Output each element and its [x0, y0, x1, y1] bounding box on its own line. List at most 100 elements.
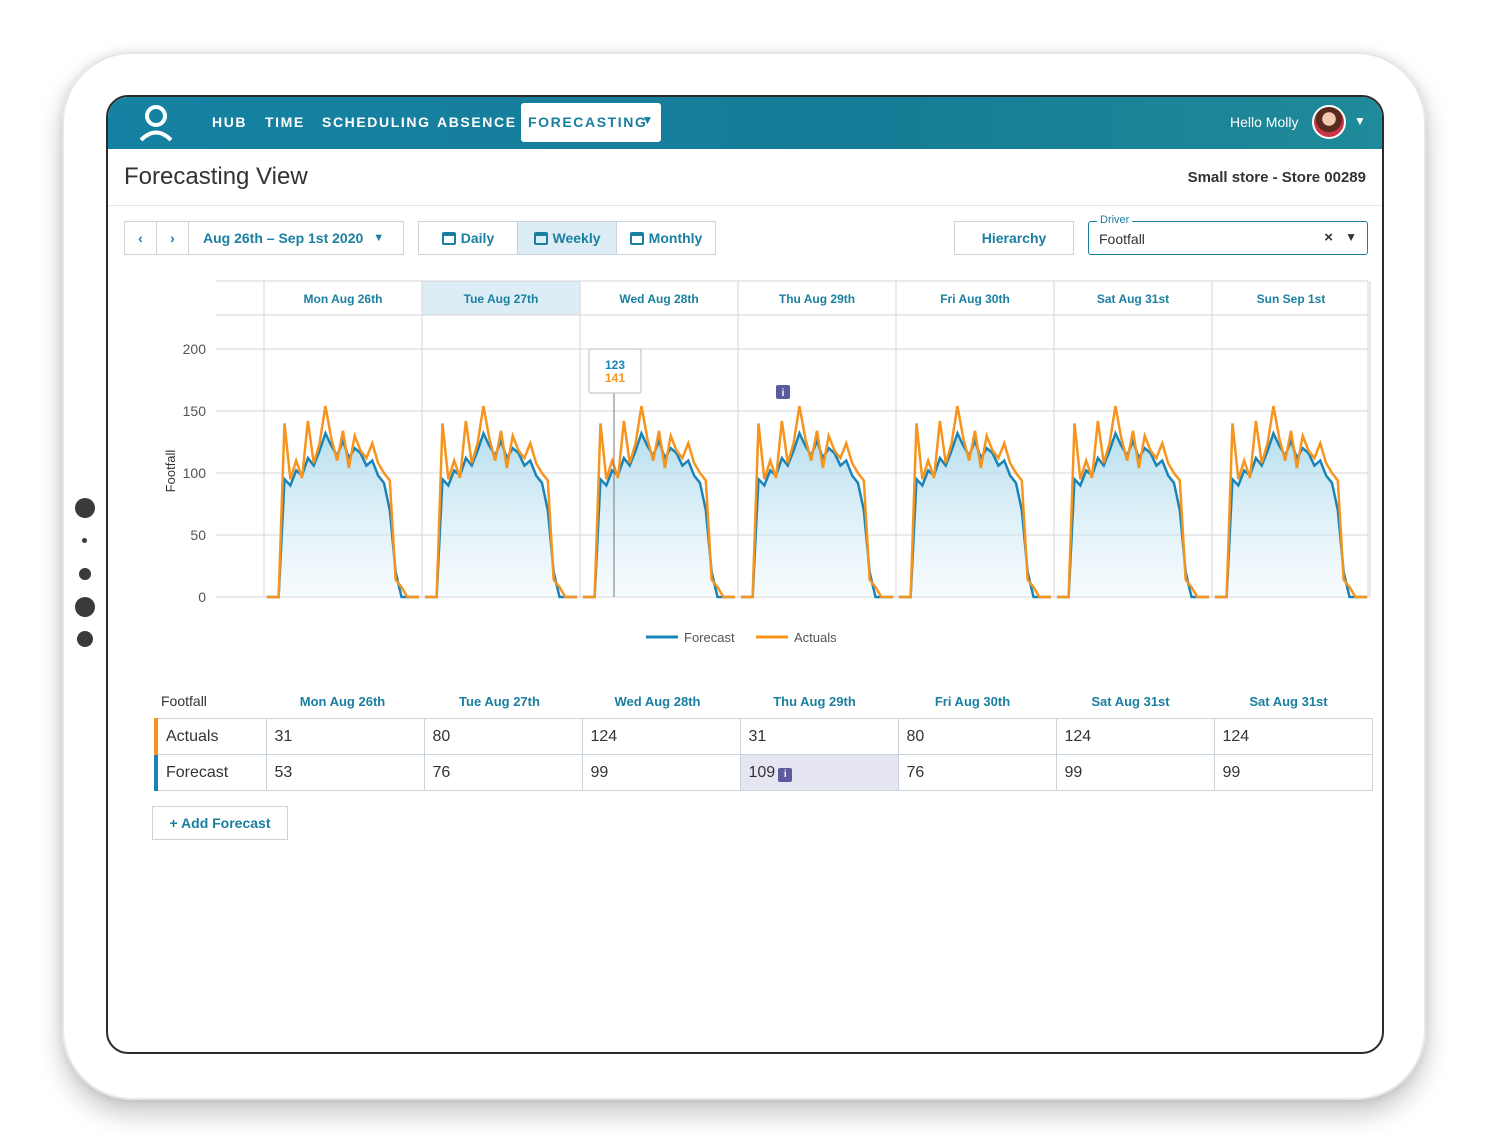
nav-time[interactable]: TIME: [265, 114, 305, 130]
cell-value: 109: [748, 763, 776, 781]
daily-view-button[interactable]: Daily: [418, 221, 518, 255]
date-range-select[interactable]: Aug 26th – Sep 1st 2020 ▼: [188, 221, 404, 255]
clear-icon[interactable]: ×: [1324, 229, 1333, 246]
table-cell[interactable]: 109 i: [739, 754, 899, 791]
add-forecast-button[interactable]: + Add Forecast: [152, 806, 288, 840]
nav-hub[interactable]: HUB: [212, 114, 248, 130]
actuals-line: [266, 405, 420, 599]
calendar-icon: [441, 231, 456, 245]
top-navigation: HUB TIME SCHEDULING ABSENCE FORECASTING …: [108, 97, 1382, 149]
table-column-header: Sat Aug 31st: [1091, 694, 1170, 709]
tablet-sensor: [82, 538, 87, 543]
tablet-sensor: [79, 568, 91, 580]
tablet-sensor: [75, 597, 95, 617]
next-week-button[interactable]: ›: [156, 221, 189, 255]
chevron-down-icon: ▼: [641, 113, 655, 127]
hierarchy-button[interactable]: Hierarchy: [954, 221, 1074, 255]
table-cell[interactable]: 80: [423, 718, 583, 755]
day-header[interactable]: Tue Aug 27th: [464, 292, 539, 306]
nav-forecasting[interactable]: FORECASTING ▼: [521, 103, 661, 142]
daily-label: Daily: [460, 230, 495, 246]
tablet-sensor: [77, 631, 93, 647]
table-cell[interactable]: 76: [897, 754, 1057, 791]
calendar-grid-icon: [629, 231, 644, 245]
chevron-down-icon[interactable]: ▼: [1354, 114, 1366, 128]
weekly-view-button[interactable]: Weekly: [517, 221, 617, 255]
table-cell[interactable]: 99: [1213, 754, 1373, 791]
actuals-line: [424, 405, 578, 599]
y-axis-label: Footfall: [163, 450, 178, 493]
y-tick-label: 50: [190, 527, 206, 543]
driver-value: Footfall: [1099, 231, 1145, 247]
day-header[interactable]: Thu Aug 29th: [779, 292, 855, 306]
y-tick-label: 100: [183, 465, 207, 481]
driver-select[interactable]: Driver Footfall × ▼: [1088, 214, 1368, 255]
info-icon[interactable]: i: [778, 767, 793, 782]
forecast-table: Actuals 31 80 124 31 80 124 124 Forecast 53 76 99 10…: [154, 718, 1373, 791]
footfall-chart: Mon Aug 26th Tue Aug 27th Wed Aug 28th Thu …: [163, 280, 1371, 645]
tablet-camera: [75, 498, 95, 518]
table-cell[interactable]: 99: [1055, 754, 1215, 791]
legend-actuals-label[interactable]: Actuals: [794, 630, 837, 645]
table-cell[interactable]: 31: [265, 718, 425, 755]
forecast-area: [266, 433, 420, 597]
nav-scheduling[interactable]: SCHEDULING: [322, 114, 431, 130]
calendar-icon: [533, 231, 548, 245]
table-column-header: Fri Aug 30th: [934, 694, 1011, 709]
hierarchy-label: Hierarchy: [981, 230, 1047, 246]
table-cell[interactable]: 76: [423, 754, 583, 791]
forecast-area: [582, 433, 736, 597]
table-cell[interactable]: 124: [581, 718, 741, 755]
y-tick-label: 150: [183, 403, 207, 419]
prev-week-button[interactable]: ‹: [124, 221, 157, 255]
tooltip-forecast-value: 123: [605, 358, 625, 372]
info-icon[interactable]: [776, 385, 790, 399]
day-header[interactable]: Mon Aug 26th: [304, 292, 383, 306]
nav-forecasting-label: FORECASTING: [528, 114, 648, 130]
date-range-label: Aug 26th – Sep 1st 2020: [203, 230, 364, 246]
table-column-header: Wed Aug 28th: [614, 694, 701, 709]
table-cell[interactable]: 53: [265, 754, 425, 791]
app-logo-icon[interactable]: [138, 103, 174, 143]
tooltip-actuals-value: 141: [605, 371, 625, 385]
highlighted-day-band: [422, 281, 580, 315]
row-label: Actuals: [154, 718, 267, 755]
table-cell[interactable]: 99: [581, 754, 741, 791]
table-column-header: Sat Aug 31st: [1249, 694, 1328, 709]
chevron-right-icon: ›: [170, 230, 175, 246]
table-cell[interactable]: 124: [1213, 718, 1373, 755]
forecast-area: [898, 433, 1052, 597]
day-header[interactable]: Fri Aug 30th: [940, 292, 1010, 306]
divider: [108, 205, 1382, 206]
monthly-view-button[interactable]: Monthly: [616, 221, 716, 255]
weekly-label: Weekly: [552, 230, 601, 246]
forecast-area: [1214, 433, 1368, 597]
row-label: Forecast: [154, 754, 267, 791]
tooltip-box: [588, 348, 642, 394]
table-title: Footfall: [161, 693, 207, 709]
table-row: Actuals 31 80 124 31 80 124 124: [154, 718, 1373, 755]
forecast-area: [424, 433, 578, 597]
day-header[interactable]: Sun Sep 1st: [1257, 292, 1326, 306]
day-header[interactable]: Wed Aug 28th: [619, 292, 698, 306]
legend-forecast-label[interactable]: Forecast: [684, 630, 735, 645]
forecast-area: [740, 433, 894, 597]
table-cell[interactable]: 124: [1055, 718, 1215, 755]
table-cell[interactable]: 80: [897, 718, 1057, 755]
table-cell[interactable]: 31: [739, 718, 899, 755]
day-header[interactable]: Sat Aug 31st: [1097, 292, 1169, 306]
actuals-line: [740, 405, 894, 599]
monthly-label: Monthly: [648, 230, 703, 246]
info-icon-glyph: i: [782, 388, 785, 399]
user-greeting[interactable]: Hello Molly: [1230, 114, 1299, 130]
avatar[interactable]: [1312, 105, 1346, 139]
table-column-header: Thu Aug 29th: [773, 694, 856, 709]
nav-absence[interactable]: ABSENCE: [437, 114, 517, 130]
y-tick-label: 200: [183, 341, 207, 357]
chevron-left-icon: ‹: [138, 230, 143, 246]
actuals-line: [582, 405, 736, 599]
actuals-line: [898, 405, 1052, 599]
app-screen: HUB TIME SCHEDULING ABSENCE FORECASTING …: [106, 95, 1384, 1054]
chevron-down-icon: ▼: [373, 232, 385, 244]
chevron-down-icon[interactable]: ▼: [1345, 230, 1357, 244]
